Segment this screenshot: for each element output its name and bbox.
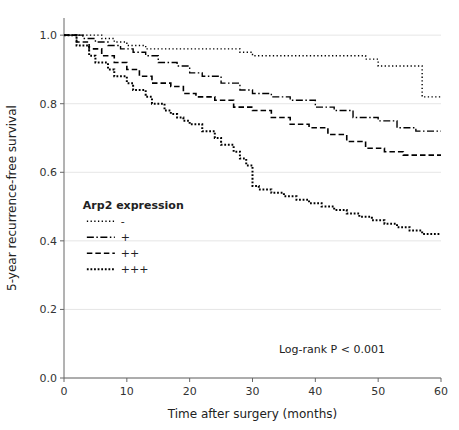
tick-mark xyxy=(126,378,127,382)
legend-title: Arp2 expression xyxy=(83,199,184,212)
grid xyxy=(64,35,441,378)
tick-label: 0.2 xyxy=(40,303,58,316)
legend-label: + xyxy=(121,231,130,244)
grid-line xyxy=(64,309,441,310)
legend-swatch xyxy=(87,252,115,254)
tick-mark xyxy=(189,378,190,382)
tick-mark xyxy=(441,378,442,382)
chart: 0.0 0.2 0.4 0.6 0.8 1.0 0 10 20 30 40 50 60 Time afte… xyxy=(0,0,459,430)
legend-swatch xyxy=(87,236,115,237)
tick-label: 10 xyxy=(120,385,134,398)
x-axis-label: Time after surgery (months) xyxy=(167,407,337,421)
grid-line xyxy=(64,35,441,36)
plot-area xyxy=(64,35,441,234)
step-line xyxy=(64,35,441,155)
y-axis xyxy=(64,18,65,378)
tick-label: 60 xyxy=(434,385,448,398)
legend: Arp2 expression-++++++ xyxy=(83,199,184,276)
tick-mark xyxy=(64,378,65,382)
grid-line xyxy=(64,103,441,104)
step-line xyxy=(64,35,441,234)
tick-label: 20 xyxy=(183,385,197,398)
tick-mark xyxy=(60,35,64,36)
tick-mark xyxy=(252,378,253,382)
tick-label: 30 xyxy=(246,385,260,398)
tick-mark xyxy=(60,240,64,241)
legend-swatch xyxy=(87,268,115,270)
tick-mark xyxy=(60,172,64,173)
tick-label: 0.4 xyxy=(40,235,58,248)
legend-label: - xyxy=(121,215,125,228)
tick-label: 40 xyxy=(308,385,322,398)
legend-label: +++ xyxy=(121,263,149,276)
tick-label: 50 xyxy=(371,385,385,398)
tick-label: 0.0 xyxy=(40,372,58,385)
legend-swatch xyxy=(87,220,115,221)
step-line xyxy=(64,35,441,97)
tick-mark xyxy=(315,378,316,382)
tick-mark xyxy=(378,378,379,382)
tick-mark xyxy=(60,378,64,379)
x-axis xyxy=(64,378,441,379)
tick-mark xyxy=(60,103,64,104)
step-line xyxy=(64,35,441,131)
tick-mark xyxy=(60,309,64,310)
tick-label: 0.6 xyxy=(40,166,58,179)
legend-label: ++ xyxy=(121,247,139,260)
y-axis-label: 5-year recurrence-free survival xyxy=(5,105,19,291)
grid-line xyxy=(64,378,441,379)
tick-label: 0 xyxy=(61,385,68,398)
annotation: Log-rank P < 0.001 xyxy=(279,343,385,356)
tick-label: 1.0 xyxy=(40,29,58,42)
tick-label: 0.8 xyxy=(40,98,58,111)
